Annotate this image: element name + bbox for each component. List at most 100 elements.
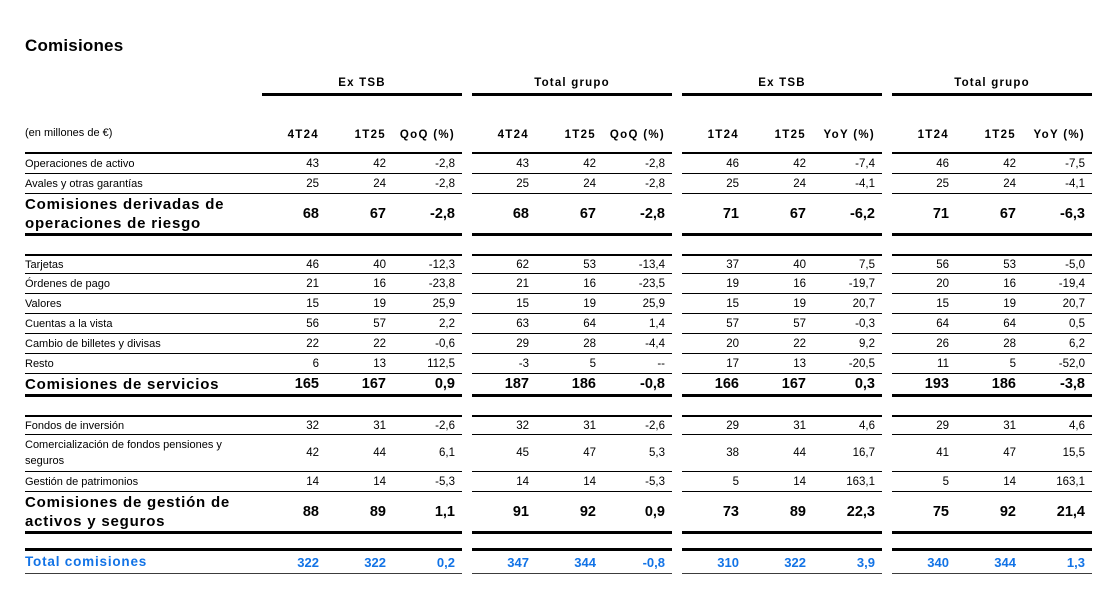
cell: 64: [892, 314, 950, 334]
column-header: QoQ (%): [597, 96, 672, 154]
row-label: Órdenes de pago: [25, 274, 262, 294]
column-gap: [462, 374, 472, 397]
column-gap: [672, 70, 682, 96]
cell: 67: [740, 194, 807, 236]
column-group-label: Ex TSB: [682, 70, 882, 96]
cell: -0,8: [597, 548, 672, 574]
cell: 21,4: [1017, 492, 1092, 534]
column-gap: [672, 472, 682, 492]
cell: 14: [320, 472, 387, 492]
cell: 25: [892, 174, 950, 194]
table-section: Operaciones de activo 43 42 -2,8 43 42 -2,8 46 4…: [25, 154, 1092, 236]
cell: 1,1: [387, 492, 462, 534]
cell: 6: [262, 354, 320, 374]
cell: 163,1: [807, 472, 882, 492]
column-gap: [462, 174, 472, 194]
cell: 163,1: [1017, 472, 1092, 492]
column-header: 1T24: [892, 96, 950, 154]
cell: 15: [682, 294, 740, 314]
cell: -19,7: [807, 274, 882, 294]
cell: 68: [472, 194, 530, 236]
column-header: 1T25: [320, 96, 387, 154]
cell: 19: [740, 294, 807, 314]
cell: 6,1: [387, 435, 462, 472]
cell: 187: [472, 374, 530, 397]
cell: 15,5: [1017, 435, 1092, 472]
cell: 22: [320, 334, 387, 354]
cell: 71: [892, 194, 950, 236]
cell: 75: [892, 492, 950, 534]
cell: 21: [472, 274, 530, 294]
cell: 9,2: [807, 334, 882, 354]
cell: 0,2: [387, 548, 462, 574]
cell: 20,7: [1017, 294, 1092, 314]
cell: 167: [320, 374, 387, 397]
cell: 42: [740, 154, 807, 174]
cell: 42: [950, 154, 1017, 174]
table-section: Fondos de inversión 32 31 -2,6 32 31 -2,6 29 31 4…: [25, 415, 1092, 534]
cell: 57: [320, 314, 387, 334]
column-gap: [882, 374, 892, 397]
table-row: Cambio de billetes y divisas 22 22 -0,6 29 28…: [25, 334, 1092, 354]
cell: 24: [320, 174, 387, 194]
column-gap: [672, 415, 682, 435]
page-title: Comisiones: [25, 36, 124, 55]
cell: 67: [320, 194, 387, 236]
column-gap: [882, 314, 892, 334]
column-gap: [462, 254, 472, 274]
cell: 89: [740, 492, 807, 534]
cell: 62: [472, 254, 530, 274]
column-group-header-row: Ex TSB Total grupo Ex TSB Total grupo: [25, 70, 1092, 96]
cell: 17: [682, 354, 740, 374]
cell: 15: [472, 294, 530, 314]
column-gap: [882, 435, 892, 472]
column-gap: [462, 415, 472, 435]
cell: -2,8: [387, 174, 462, 194]
column-header: QoQ (%): [387, 96, 462, 154]
cell: -6,3: [1017, 194, 1092, 236]
cell: 16: [950, 274, 1017, 294]
row-label: Avales y otras garantías: [25, 174, 262, 194]
cell: 14: [530, 472, 597, 492]
cell: 14: [950, 472, 1017, 492]
cell: 344: [950, 548, 1017, 574]
column-gap: [462, 334, 472, 354]
cell: 167: [740, 374, 807, 397]
cell: 43: [262, 154, 320, 174]
cell: -0,3: [807, 314, 882, 334]
row-label: Comercialización de fondos pensiones y s…: [25, 435, 262, 472]
cell: 47: [950, 435, 1017, 472]
cell: -0,6: [387, 334, 462, 354]
table-body: Operaciones de activo 43 42 -2,8 43 42 -2,8 46 4…: [25, 154, 1092, 574]
column-gap: [462, 194, 472, 236]
row-label: Comisiones de gestión de activos y segur…: [25, 492, 262, 534]
cell: -7,4: [807, 154, 882, 174]
cell: 193: [892, 374, 950, 397]
column-gap: [672, 174, 682, 194]
cell: 31: [740, 415, 807, 435]
cell: 46: [262, 254, 320, 274]
row-label: Resto: [25, 354, 262, 374]
cell: 0,3: [807, 374, 882, 397]
column-gap: [882, 548, 892, 574]
cell: 29: [682, 415, 740, 435]
column-gap: [882, 274, 892, 294]
cell: 53: [530, 254, 597, 274]
cell: 0,9: [387, 374, 462, 397]
cell: 16,7: [807, 435, 882, 472]
table-row: Fondos de inversión 32 31 -2,6 32 31 -2,6 29 31 4…: [25, 415, 1092, 435]
cell: 322: [320, 548, 387, 574]
cell: 165: [262, 374, 320, 397]
total-row: Total comisiones 322 322 0,2 347 344 -0,8 310 32…: [25, 548, 1092, 574]
cell: 40: [320, 254, 387, 274]
cell: 42: [320, 154, 387, 174]
column-gap: [462, 354, 472, 374]
cell: 1,3: [1017, 548, 1092, 574]
row-label: Total comisiones: [25, 548, 262, 574]
cell: -2,8: [387, 194, 462, 236]
cell: -2,6: [597, 415, 672, 435]
cell: 5: [950, 354, 1017, 374]
subtotal-row: Comisiones derivadas de operaciones de r…: [25, 194, 1092, 236]
column-gap: [882, 154, 892, 174]
table-row: Cuentas a la vista 56 57 2,2 63 64 1,4 57 57 -0,3…: [25, 314, 1092, 334]
